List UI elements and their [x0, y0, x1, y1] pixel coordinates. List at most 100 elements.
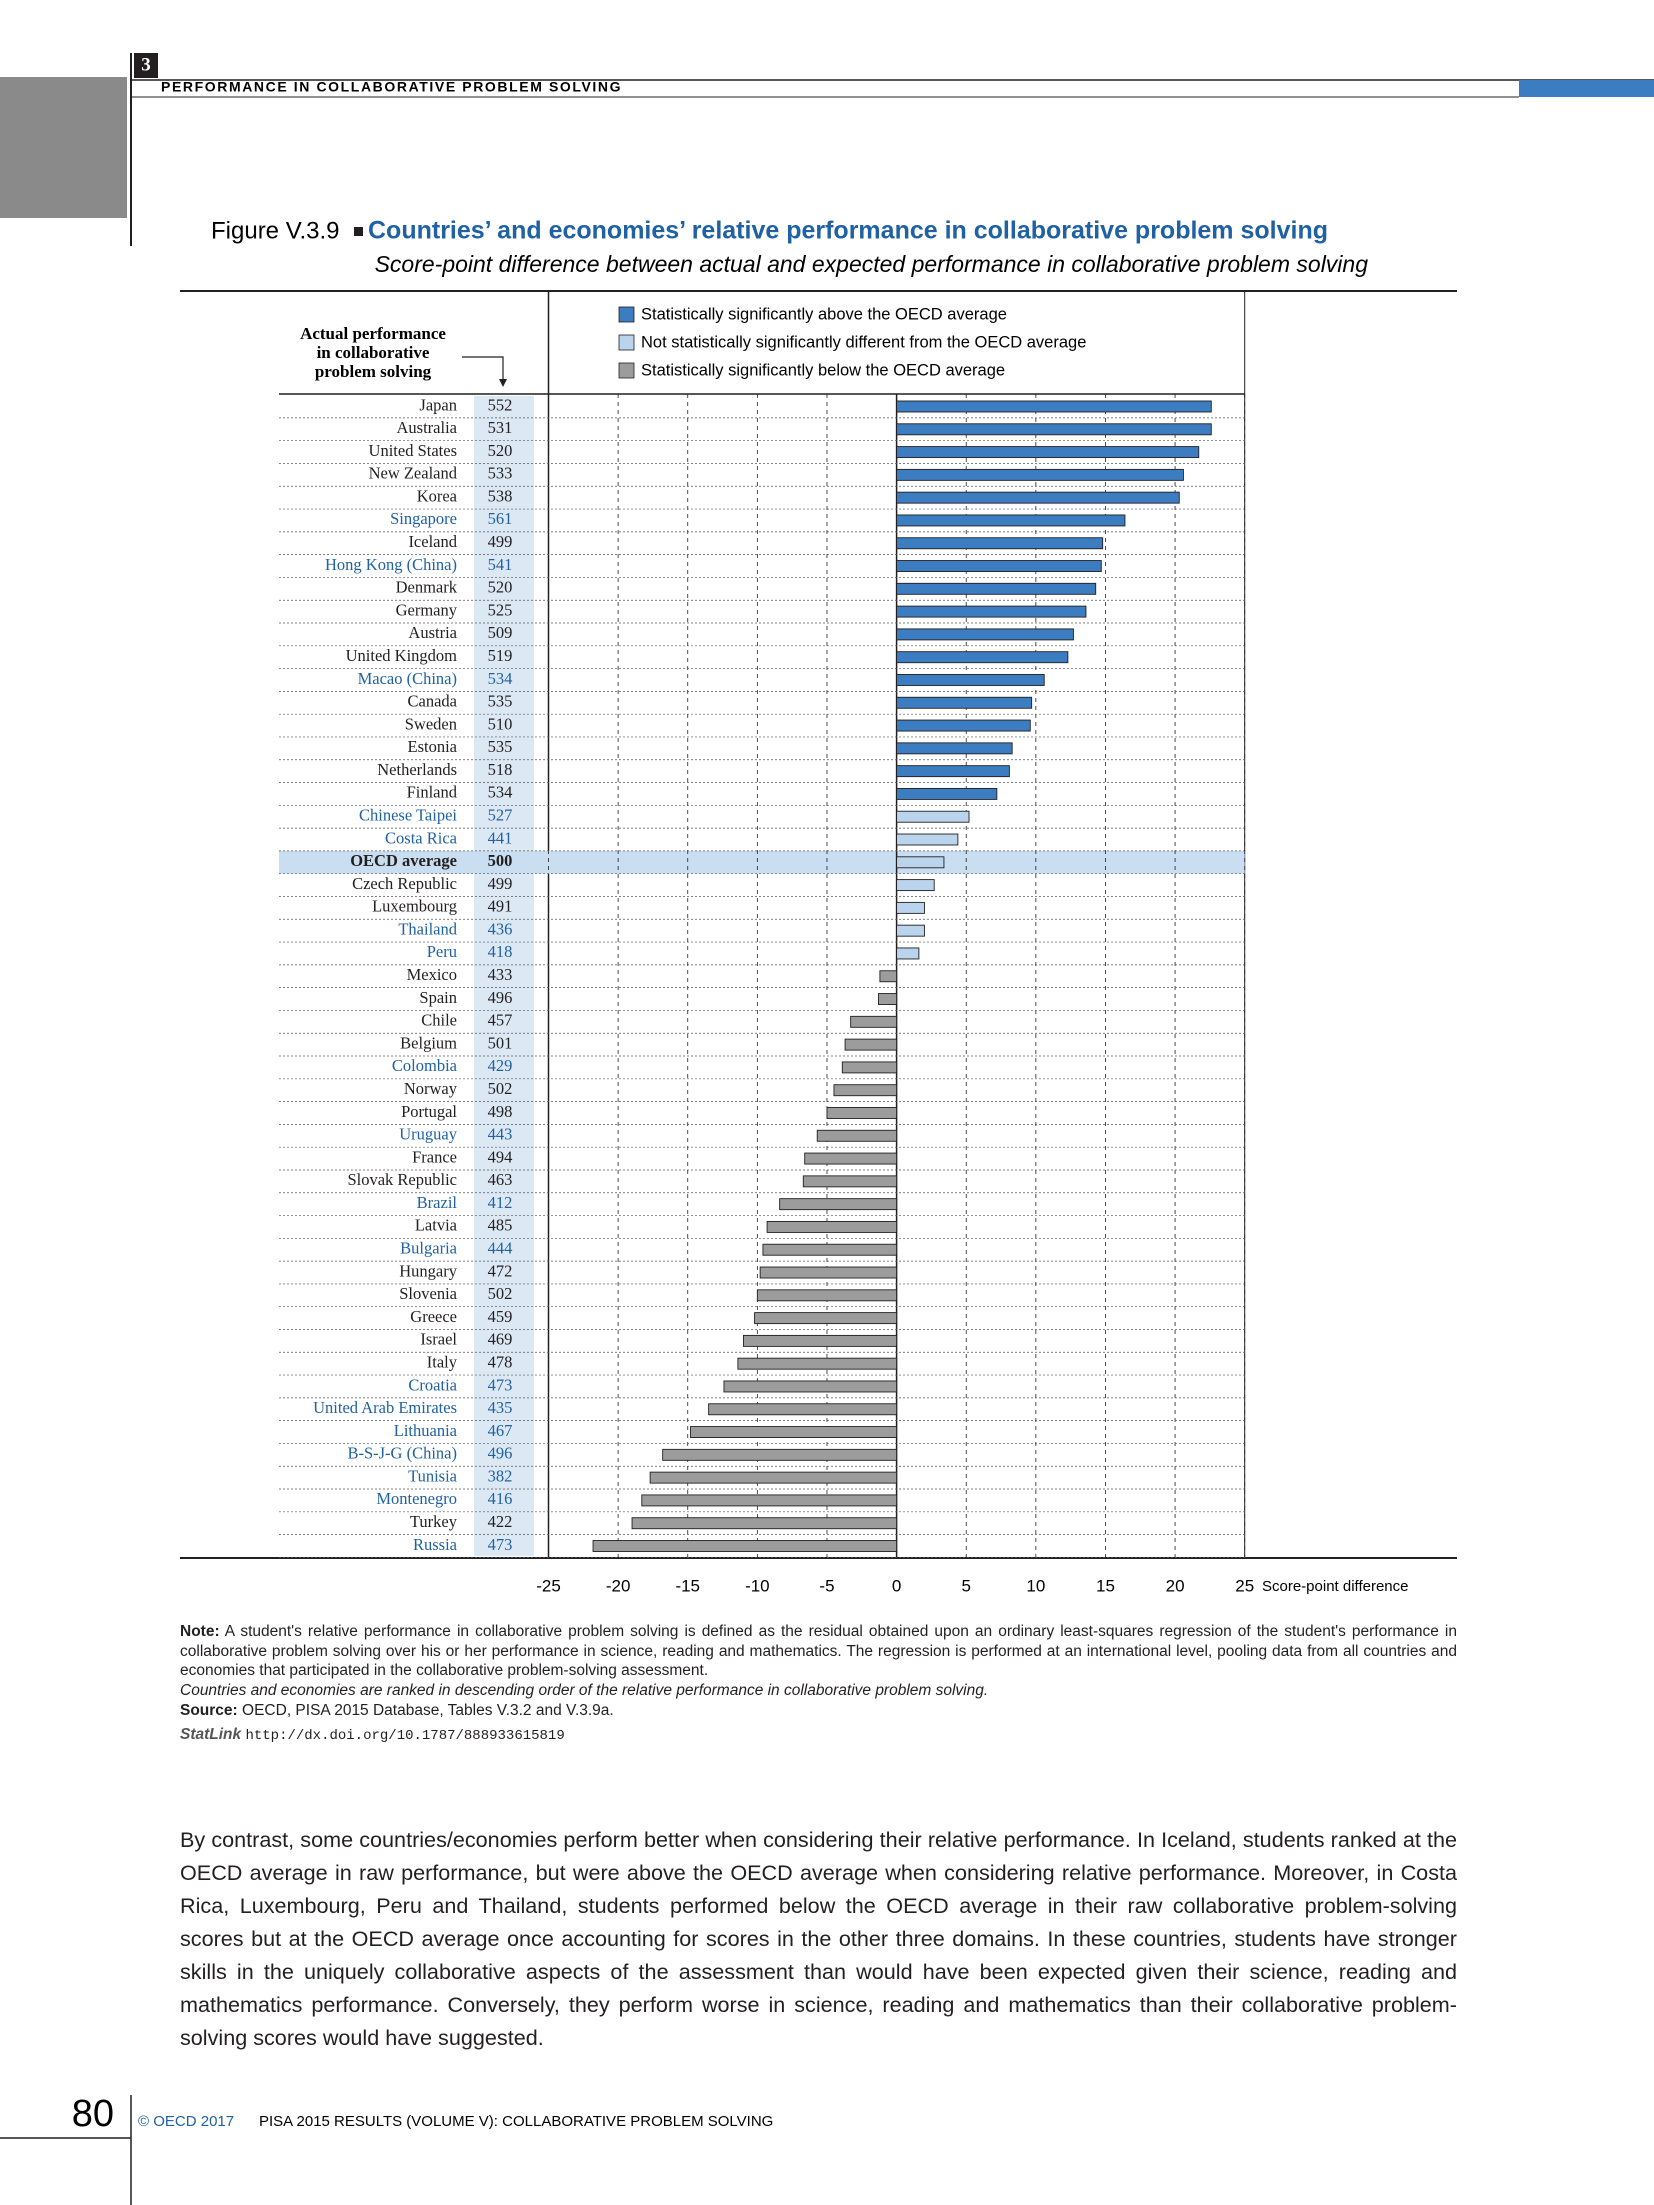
actual-score: 429 — [488, 1056, 513, 1075]
actual-score: 436 — [488, 919, 513, 938]
actual-score: 519 — [488, 646, 513, 665]
actual-score: 499 — [488, 874, 513, 893]
source: Source: OECD, PISA 2015 Database, Tables… — [180, 1701, 1457, 1721]
bar — [896, 879, 935, 892]
actual-score: 525 — [488, 600, 513, 619]
bar — [802, 1175, 898, 1188]
legend-label: Not statistically significantly differen… — [641, 333, 1086, 351]
category-label: Costa Rica — [385, 828, 458, 847]
category-label: Slovak Republic — [347, 1170, 457, 1189]
category-label: Australia — [397, 418, 458, 437]
bar — [779, 1198, 898, 1211]
category-label: Greece — [410, 1307, 457, 1326]
category-label: Hungary — [399, 1261, 457, 1280]
actual-score: 518 — [488, 760, 513, 779]
category-label: United Kingdom — [346, 646, 458, 665]
bar — [850, 1015, 898, 1028]
bar — [879, 970, 898, 983]
actual-score: 501 — [488, 1033, 513, 1052]
bar — [826, 1107, 898, 1119]
bar — [896, 491, 1180, 504]
actual-score: 534 — [488, 669, 513, 688]
category-label: Czech Republic — [352, 874, 457, 893]
actual-score: 533 — [488, 464, 513, 483]
chapter-number: 3 — [141, 54, 151, 75]
x-tick-label: -5 — [819, 1576, 834, 1595]
bar — [896, 582, 1097, 595]
bar — [896, 856, 945, 869]
legend-swatch — [618, 306, 635, 323]
actual-column-bg — [474, 396, 534, 1556]
x-tick-label: 15 — [1096, 1576, 1115, 1595]
chapter-box — [134, 53, 158, 78]
category-label: B-S-J-G (China) — [347, 1444, 457, 1463]
bar — [759, 1266, 898, 1279]
ranking-note: Countries and economies are ranked in de… — [180, 1682, 989, 1700]
bar — [896, 423, 1212, 436]
x-tick-label: 20 — [1166, 1576, 1185, 1595]
bar — [742, 1334, 898, 1347]
category-label: Netherlands — [377, 760, 457, 779]
x-tick-label: 0 — [892, 1576, 901, 1595]
actual-score: 441 — [488, 828, 513, 847]
actual-score: 444 — [488, 1239, 513, 1258]
x-tick-label: -25 — [536, 1576, 561, 1595]
category-label: Mexico — [407, 965, 457, 984]
bar — [896, 400, 1212, 413]
bar — [844, 1038, 898, 1051]
actual-score: 561 — [488, 509, 513, 528]
actual-score: 412 — [488, 1193, 513, 1212]
actual-score: 538 — [488, 486, 513, 505]
figure-label: Figure V.3.9 — [211, 217, 340, 244]
actual-score: 499 — [488, 532, 513, 551]
actual-score: 552 — [488, 395, 513, 414]
bar — [896, 947, 920, 960]
legend-swatch — [618, 334, 635, 351]
actual-score: 527 — [488, 806, 513, 825]
column-header: in collaborative — [317, 343, 430, 362]
bar — [878, 993, 898, 1005]
bar — [762, 1243, 898, 1256]
book-title: PISA 2015 RESULTS (VOLUME V): COLLABORAT… — [259, 2113, 773, 2130]
bar — [896, 765, 1010, 778]
bar — [737, 1357, 898, 1370]
actual-score: 457 — [488, 1011, 513, 1030]
bar — [896, 514, 1126, 527]
statlink: StatLink http://dx.doi.org/10.1787/88893… — [180, 1725, 1457, 1747]
category-label: Luxembourg — [372, 897, 457, 916]
x-tick-label: -20 — [606, 1576, 631, 1595]
bar — [756, 1289, 898, 1302]
bar — [592, 1540, 898, 1552]
actual-score: 535 — [488, 737, 513, 756]
actual-score: 520 — [488, 441, 513, 460]
category-label: Sweden — [405, 714, 457, 733]
bar — [896, 833, 959, 846]
bar — [841, 1061, 898, 1074]
category-label: Israel — [420, 1330, 457, 1349]
bar — [896, 719, 1031, 732]
category-label: Estonia — [408, 737, 458, 756]
header-arrow-head — [499, 379, 507, 387]
x-tick-label: -15 — [675, 1576, 700, 1595]
category-label: Denmark — [396, 578, 458, 597]
category-label: Finland — [407, 783, 458, 802]
actual-score: 473 — [488, 1375, 513, 1394]
category-label: Singapore — [390, 509, 457, 528]
chapter-photo — [0, 77, 127, 218]
category-label: Brazil — [417, 1193, 458, 1212]
actual-score: 534 — [488, 783, 513, 802]
x-axis-label: Score-point difference — [1262, 1578, 1408, 1595]
category-label: Norway — [404, 1079, 458, 1098]
statlink-label: StatLink — [180, 1725, 242, 1743]
actual-score: 509 — [488, 623, 513, 642]
notes: Note: A student's relative performance i… — [180, 1622, 1457, 1746]
statlink-url[interactable]: http://dx.doi.org/10.1787/888933615819 — [245, 1727, 565, 1744]
note: Note: A student's relative performance i… — [180, 1622, 1457, 1681]
x-tick-label: -10 — [745, 1576, 770, 1595]
bar — [766, 1220, 898, 1233]
bar — [816, 1129, 898, 1142]
bar — [804, 1152, 898, 1165]
bar — [896, 560, 1102, 572]
category-label: Austria — [408, 623, 457, 642]
